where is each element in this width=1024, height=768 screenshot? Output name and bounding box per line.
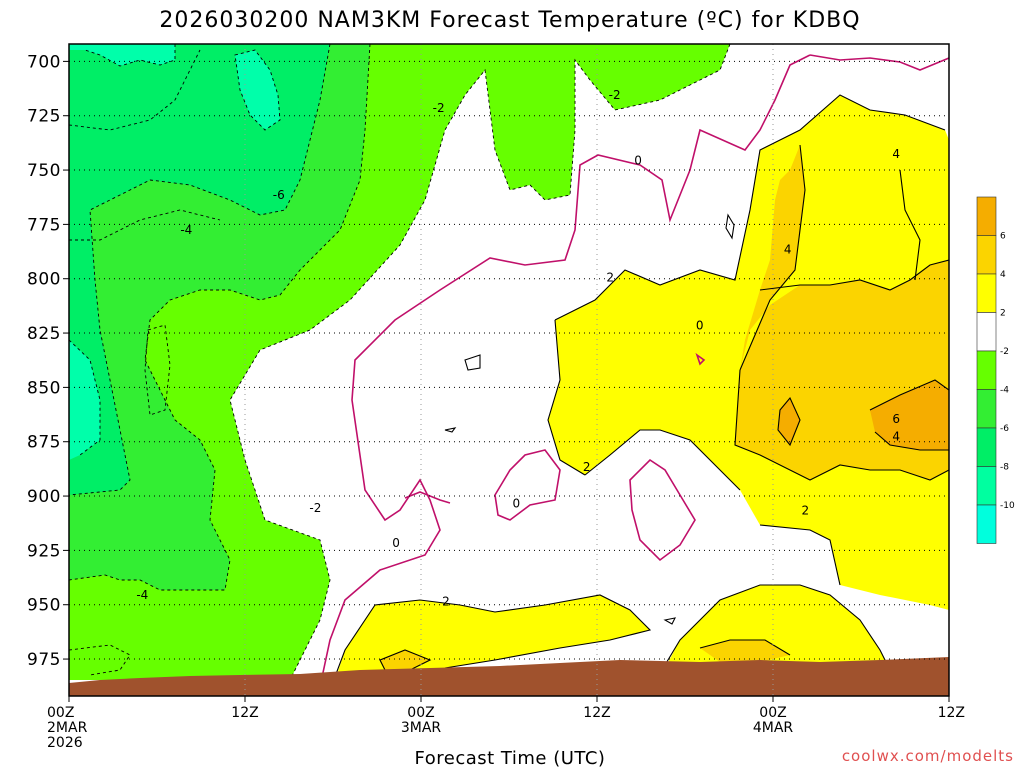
cold-contours bbox=[69, 44, 731, 681]
colorbar-tick-label: 2 bbox=[1000, 309, 1006, 319]
x-tick-label: 2026 bbox=[47, 735, 83, 751]
colorbar-tick-label: -10 bbox=[1000, 501, 1015, 511]
ground-surface bbox=[69, 657, 949, 696]
colorbar-tick-label: -8 bbox=[1000, 463, 1009, 473]
x-tick-label: 12Z bbox=[583, 705, 610, 721]
x-axis-label: Forecast Time (UTC) bbox=[415, 748, 606, 768]
contour-labels: -2 -2 -6 -4 -2 -4 0 0 0 0 2 2 2 2 4 4 4 6 bbox=[136, 88, 900, 609]
x-tick-label: 12Z bbox=[938, 705, 965, 721]
plot-frame bbox=[68, 43, 950, 697]
colorbar-tick-label: -6 bbox=[1000, 424, 1009, 434]
contour-label: 2 bbox=[606, 271, 614, 285]
x-tick-label: 00Z bbox=[407, 705, 434, 721]
contour-label: 0 bbox=[392, 536, 400, 550]
y-tick-label: 750 bbox=[27, 161, 61, 181]
fill-region-6-8 bbox=[778, 380, 949, 450]
contour-label: 4 bbox=[784, 242, 792, 256]
contour-label: -4 bbox=[180, 223, 192, 237]
colorbar-bin bbox=[976, 427, 997, 467]
contour-label: -6 bbox=[273, 188, 285, 202]
fill-region-minus10-minus8 bbox=[69, 44, 280, 460]
colorbar-bin bbox=[976, 273, 997, 313]
contour-label: 4 bbox=[892, 147, 900, 161]
contour-label: -4 bbox=[136, 588, 148, 602]
y-tick-label: 950 bbox=[27, 596, 61, 616]
y-tick-label: 775 bbox=[27, 215, 61, 235]
contour-label: -2 bbox=[609, 88, 621, 102]
colorbar-bin bbox=[976, 235, 997, 275]
fill-region-minus8-minus6 bbox=[69, 44, 330, 495]
contour-label: 2 bbox=[801, 503, 809, 517]
freezing-line-main bbox=[317, 54, 811, 696]
contour-label: -2 bbox=[433, 101, 445, 115]
plot-area bbox=[69, 44, 949, 696]
colorbar-bin bbox=[976, 350, 997, 390]
contour-label: -2 bbox=[309, 501, 321, 515]
colorbar-bin bbox=[976, 504, 997, 544]
y-axis: 700 725 750 775 800 825 850 875 900 925 950 975 bbox=[27, 52, 69, 670]
contour-label: 0 bbox=[634, 153, 642, 167]
contour-label: 6 bbox=[892, 412, 900, 426]
grid-lines bbox=[69, 44, 949, 696]
x-tick-label: 00Z bbox=[47, 705, 74, 721]
colorbar-bin bbox=[976, 389, 997, 429]
y-tick-label: 975 bbox=[27, 650, 61, 670]
freezing-contours bbox=[404, 54, 949, 562]
y-tick-label: 875 bbox=[27, 433, 61, 453]
colorbar-tick-label: 6 bbox=[1000, 232, 1006, 242]
contour-label: 2 bbox=[442, 595, 450, 609]
colorbar-bin bbox=[976, 196, 997, 236]
x-tick-label: 4MAR bbox=[753, 720, 794, 736]
contour-label: 2 bbox=[583, 460, 591, 474]
contour-label: 0 bbox=[696, 319, 704, 333]
y-tick-label: 700 bbox=[27, 52, 61, 72]
colorbar-bin bbox=[976, 466, 997, 506]
contour-label: 4 bbox=[892, 429, 900, 443]
y-tick-label: 850 bbox=[27, 378, 61, 398]
warm-contours bbox=[329, 94, 949, 691]
colorbar-tick-label: 4 bbox=[1000, 270, 1006, 280]
x-tick-label: 00Z bbox=[759, 705, 786, 721]
x-tick-label: 2MAR bbox=[47, 720, 88, 736]
colorbar-bin bbox=[976, 312, 997, 352]
fill-region-4-6 bbox=[380, 145, 949, 670]
colorbar-tick-label: -4 bbox=[1000, 386, 1009, 396]
x-tick-label: 12Z bbox=[231, 705, 258, 721]
contour-label: 0 bbox=[513, 497, 521, 511]
y-tick-label: 900 bbox=[27, 487, 61, 507]
credit-text: coolwx.com/modelts bbox=[842, 747, 1014, 765]
y-tick-label: 825 bbox=[27, 324, 61, 344]
y-tick-label: 725 bbox=[27, 107, 61, 127]
y-tick-label: 925 bbox=[27, 541, 61, 561]
colorbar-tick-label: -2 bbox=[1000, 347, 1009, 357]
y-tick-label: 800 bbox=[27, 270, 61, 290]
chart-title: 2026030200 NAM3KM Forecast Temperature (… bbox=[159, 8, 860, 33]
colorbar: 6 4 2 -2 -4 -6 -8 -10 bbox=[976, 196, 1015, 544]
x-tick-label: 3MAR bbox=[401, 720, 442, 736]
